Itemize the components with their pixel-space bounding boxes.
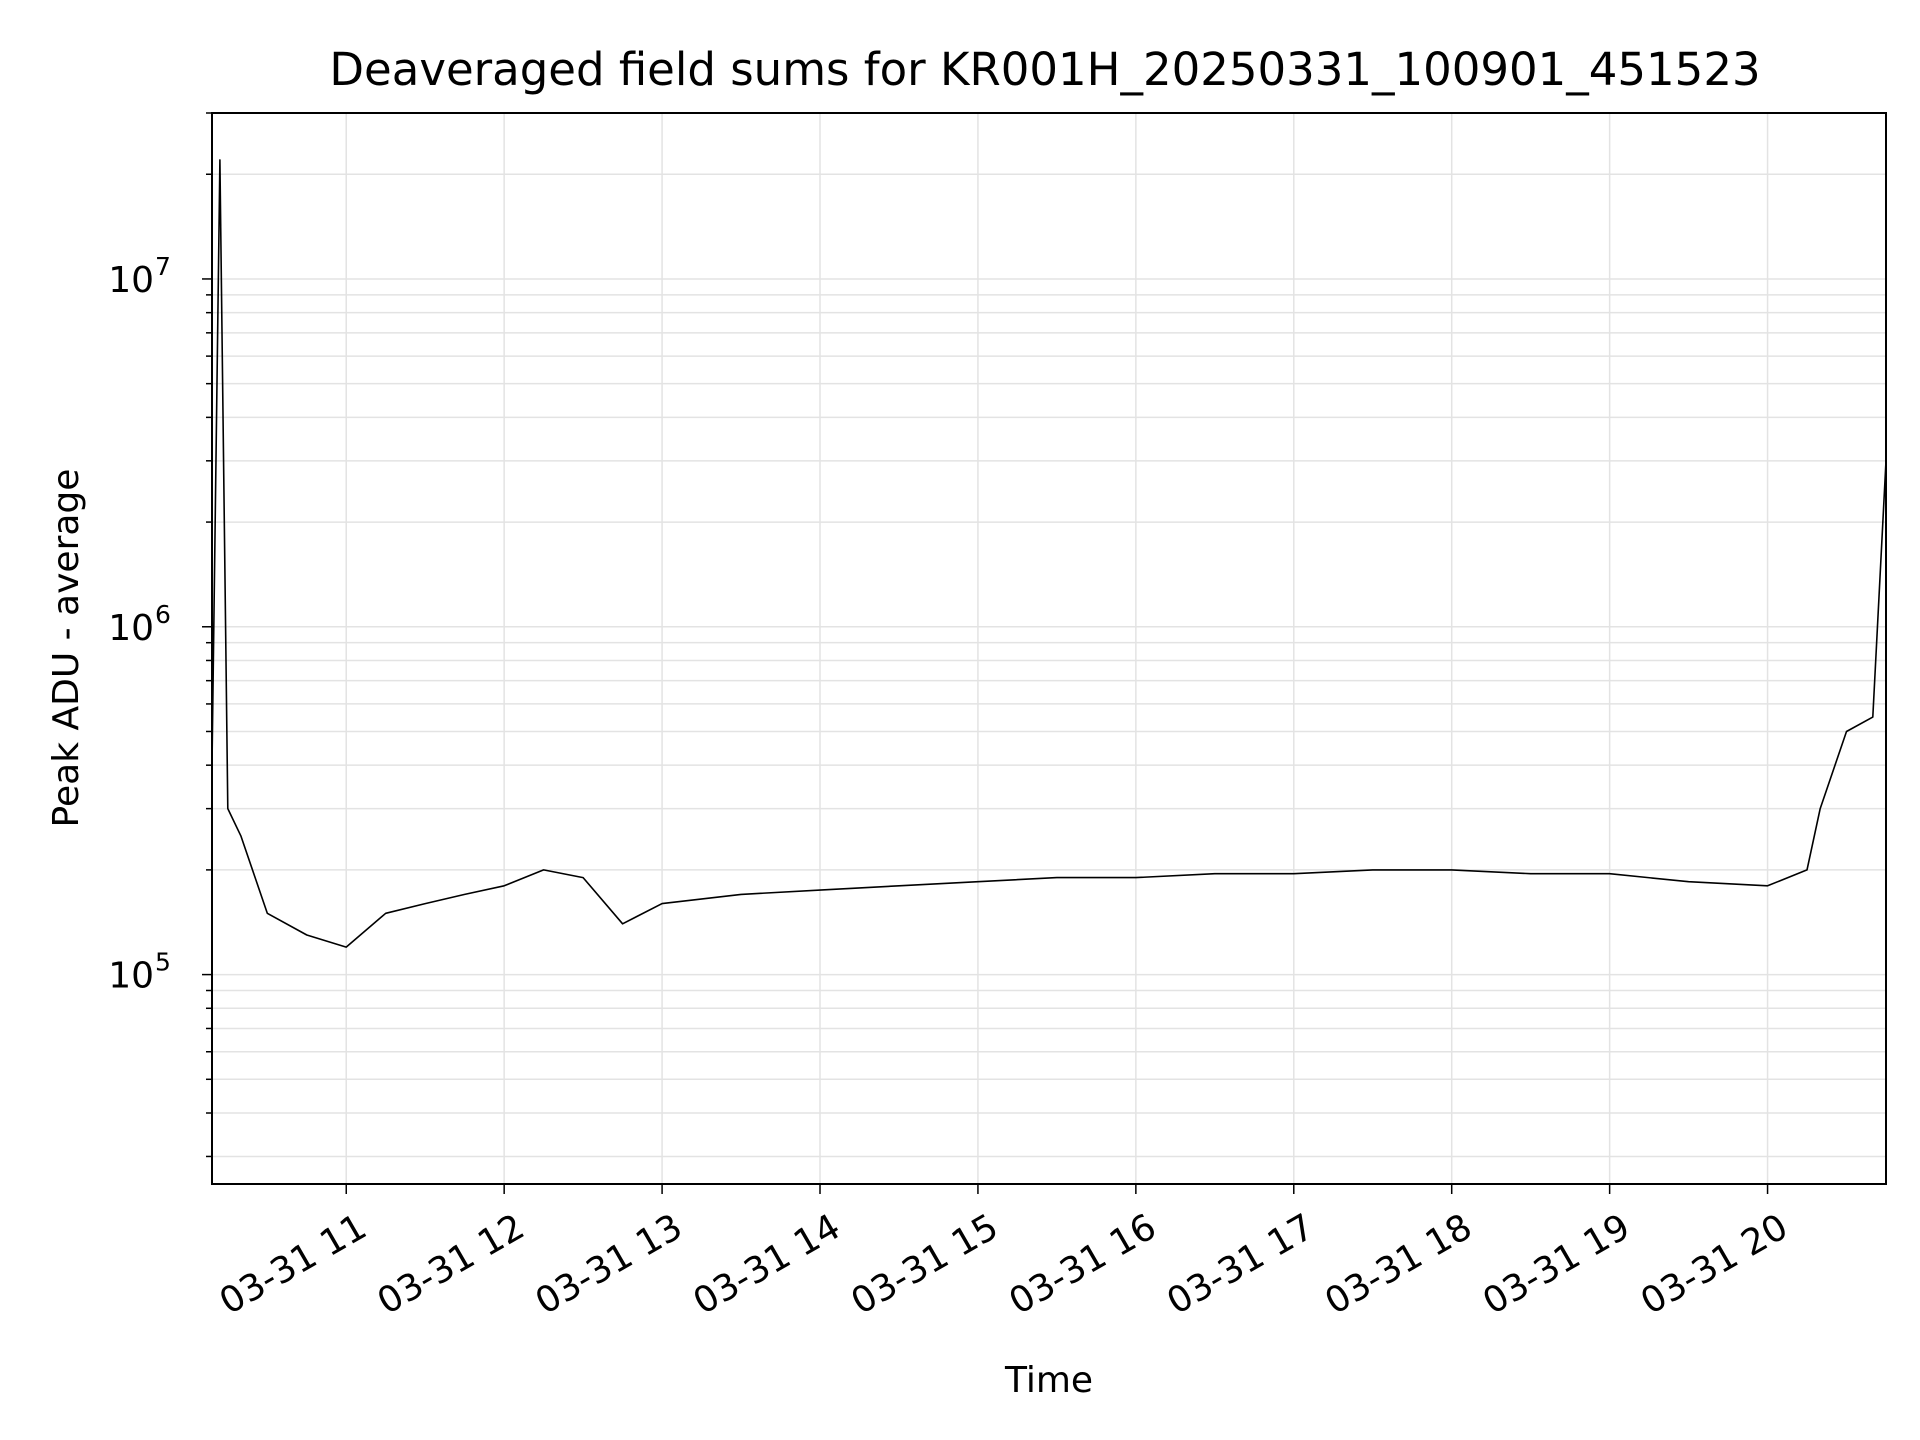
axes-frame: [211, 112, 1887, 1185]
plot-area: [211, 159, 1887, 948]
y-tick-exponent: 5: [155, 948, 171, 977]
x-axis-label: Time: [1004, 1360, 1093, 1401]
y-tick-exponent: 6: [155, 600, 171, 629]
y-tick-label: 10: [108, 260, 154, 301]
chart-title: Deaveraged field sums for KR001H_2025033…: [329, 43, 1760, 96]
series-line: [211, 159, 1887, 948]
y-tick-label: 10: [108, 608, 154, 649]
y-tick-label: 10: [108, 956, 154, 997]
y-axis-label: Peak ADU - average: [46, 469, 87, 828]
y-tick-exponent: 7: [155, 252, 171, 281]
grid-lines: [212, 112, 1886, 1184]
